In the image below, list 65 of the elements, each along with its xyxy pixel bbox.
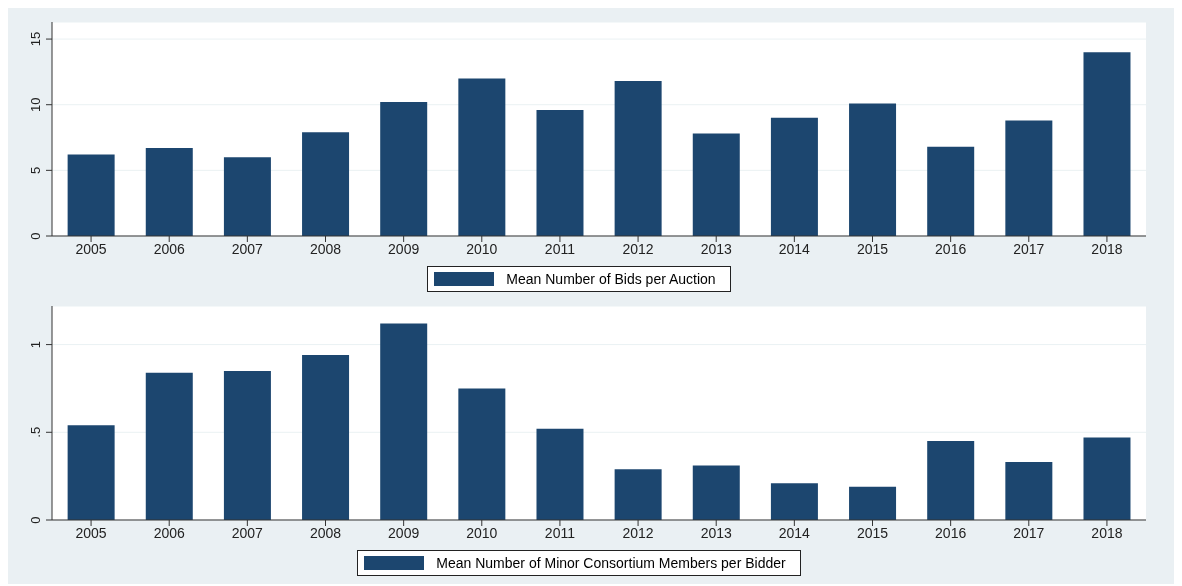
bar — [692, 465, 740, 520]
y-tick-label: 1 — [28, 340, 43, 349]
bar — [614, 81, 662, 236]
bar — [1083, 437, 1131, 520]
bar — [927, 146, 975, 236]
x-tick-label: 2007 — [231, 524, 264, 541]
bar — [302, 355, 350, 520]
bar — [1005, 120, 1053, 236]
bar — [223, 157, 271, 236]
x-tick-label: 2014 — [778, 524, 811, 541]
bar — [849, 486, 897, 520]
x-tick-label: 2010 — [466, 524, 498, 541]
y-tick-label: 15 — [28, 31, 43, 47]
bar — [927, 441, 975, 520]
x-tick-label: 2018 — [1091, 240, 1123, 257]
bar — [145, 148, 193, 236]
x-tick-label: 2013 — [700, 524, 732, 541]
bar — [536, 428, 584, 520]
bar — [770, 483, 818, 520]
bar — [145, 372, 193, 520]
x-tick-label: 2005 — [75, 240, 107, 257]
x-tick-label: 2009 — [388, 240, 420, 257]
bar — [849, 103, 897, 236]
legend-label: Mean Number of Bids per Auction — [506, 271, 716, 287]
bar — [380, 323, 428, 520]
x-tick-label: 2007 — [231, 240, 264, 257]
x-tick-label: 2012 — [622, 524, 654, 541]
bar — [692, 133, 740, 236]
x-tick-label: 2005 — [75, 524, 107, 541]
bar — [458, 388, 506, 520]
y-tick-label: .5 — [28, 426, 43, 438]
bar — [380, 102, 428, 236]
x-tick-label: 2017 — [1013, 524, 1045, 541]
x-tick-label: 2016 — [935, 240, 967, 257]
x-tick-label: 2018 — [1091, 524, 1123, 541]
y-tick-label: 5 — [28, 166, 43, 174]
x-tick-label: 2013 — [700, 240, 732, 257]
x-tick-label: 2017 — [1013, 240, 1045, 257]
bar — [770, 117, 818, 236]
x-tick-label: 2014 — [778, 240, 811, 257]
bar — [67, 154, 115, 236]
y-tick-label: 10 — [28, 97, 43, 112]
bar — [458, 78, 506, 236]
x-tick-label: 2012 — [622, 240, 654, 257]
bar — [223, 370, 271, 520]
x-tick-label: 2016 — [935, 524, 967, 541]
x-tick-label: 2006 — [153, 524, 185, 541]
bar — [536, 109, 584, 236]
bar — [1005, 462, 1053, 520]
x-tick-label: 2015 — [856, 524, 889, 541]
x-tick-label: 2010 — [466, 240, 498, 257]
x-tick-label: 2006 — [153, 240, 185, 257]
bar — [1083, 52, 1131, 236]
legend-label: Mean Number of Minor Consortium Members per Bidder — [436, 555, 786, 571]
x-tick-label: 2008 — [309, 240, 342, 257]
x-tick-label: 2015 — [856, 240, 889, 257]
y-tick-label: 0 — [28, 232, 43, 240]
bar — [67, 425, 115, 520]
x-tick-label: 2009 — [388, 524, 420, 541]
x-tick-label: 2008 — [309, 524, 342, 541]
y-tick-label: 0 — [28, 516, 43, 524]
bar — [614, 469, 662, 520]
x-tick-label: 2011 — [544, 240, 576, 257]
bar — [302, 132, 350, 236]
x-tick-label: 2011 — [544, 524, 576, 541]
